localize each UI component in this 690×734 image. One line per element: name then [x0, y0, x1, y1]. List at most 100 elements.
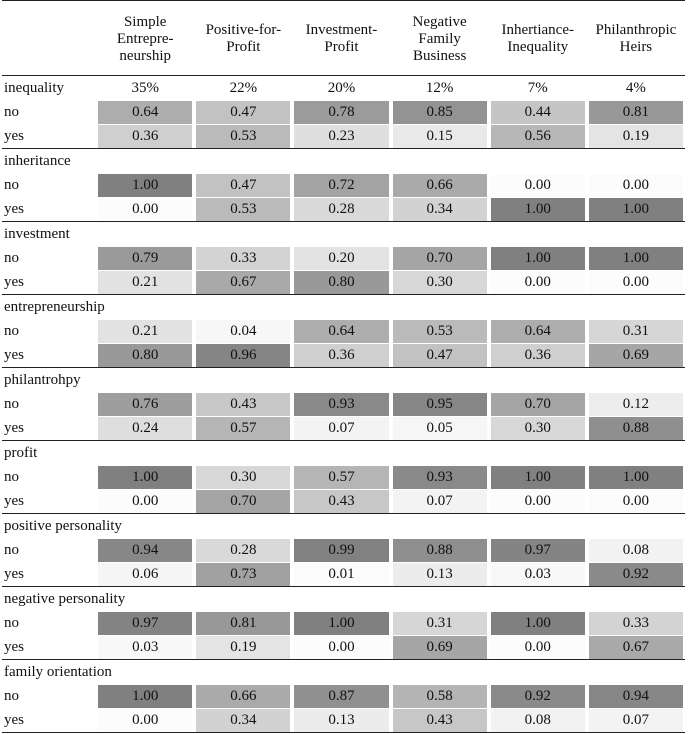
probability-value: 0.34: [392, 197, 487, 221]
probability-cell: 0.19: [587, 124, 685, 149]
probability-value: 0.00: [98, 489, 193, 513]
probability-cell: 0.87: [292, 684, 390, 708]
probability-cell: 0.80: [292, 270, 390, 295]
variable-name: family orientation: [4, 663, 112, 680]
probability-cell: 0.80: [96, 343, 194, 368]
empty-cell: [587, 514, 685, 539]
class-share: 4%: [625, 79, 646, 96]
column-header: Simple Entrepre-neurship: [96, 1, 194, 76]
empty-cell: [96, 295, 194, 320]
probability-value: 0.56: [490, 124, 585, 148]
class-share: 7%: [527, 79, 548, 96]
empty-cell: [391, 587, 489, 612]
probability-cell: 0.00: [587, 173, 685, 197]
column-header-line: Family: [418, 30, 461, 47]
probability-cell: 0.92: [587, 562, 685, 587]
probability-cell: 0.70: [489, 392, 587, 416]
probability-value: 0.70: [392, 246, 487, 270]
row-label: no: [4, 395, 19, 412]
probability-value: 0.24: [98, 416, 193, 440]
probability-cell: 0.23: [292, 124, 390, 149]
probability-cell: 0.57: [194, 416, 292, 441]
empty-cell: [194, 587, 292, 612]
column-header-line: Positive-for-: [205, 22, 282, 38]
probability-value: 1.00: [294, 611, 389, 635]
probability-value: 0.00: [490, 489, 585, 513]
probability-cell: 0.97: [96, 611, 194, 635]
probability-value: 0.36: [490, 343, 585, 367]
probability-cell: 0.69: [391, 635, 489, 660]
probability-value: 0.00: [588, 489, 683, 513]
probability-cell: 0.07: [587, 708, 685, 733]
class-share: 22%: [229, 79, 258, 96]
empty-cell: [194, 660, 292, 685]
row-label: no: [4, 541, 19, 558]
probability-value: 0.57: [196, 416, 291, 440]
row-label: yes: [4, 273, 24, 290]
probability-value: 0.12: [588, 392, 683, 416]
class-share: 35%: [131, 79, 159, 96]
column-header-line: Negative: [412, 13, 467, 30]
probability-value: 0.20: [294, 246, 389, 270]
variable-row: entrepreneurship: [2, 294, 685, 320]
probability-value: 0.53: [196, 124, 291, 148]
variable-name: positive personality: [4, 517, 122, 534]
column-header-line: Philanthropic: [595, 22, 677, 38]
variable-row: positive personality: [2, 513, 685, 539]
probability-value: 0.67: [196, 270, 291, 294]
variable-row: negative personality: [2, 586, 685, 612]
probability-cell: 0.00: [489, 270, 587, 295]
row-label: no: [4, 322, 19, 339]
probability-value: 0.28: [196, 538, 291, 562]
probability-value: 0.34: [196, 708, 291, 732]
probability-cell: 0.99: [292, 538, 390, 562]
empty-cell: [391, 660, 489, 685]
probability-cell: 0.72: [292, 173, 390, 197]
probability-value: 0.28: [294, 197, 389, 221]
empty-cell: [391, 149, 489, 174]
probability-cell: 0.56: [489, 124, 587, 149]
probability-cell: 0.66: [194, 684, 292, 708]
probability-cell: 0.44: [489, 100, 587, 124]
probability-cell: 0.66: [391, 173, 489, 197]
table-row: yes 0.00 0.53 0.28 0.34 1.00 1.00: [2, 197, 685, 222]
probability-cell: 0.00: [489, 635, 587, 660]
probability-value: 0.70: [490, 392, 585, 416]
probability-cell: 0.00: [96, 708, 194, 733]
probability-value: 0.93: [294, 392, 389, 416]
empty-cell: [587, 660, 685, 685]
probability-value: 0.72: [294, 173, 389, 197]
probability-cell: 0.47: [194, 100, 292, 124]
empty-cell: [292, 368, 390, 393]
probability-value: 0.97: [490, 538, 585, 562]
empty-cell: [489, 222, 587, 247]
probability-cell: 0.21: [96, 270, 194, 295]
probability-cell: 0.01: [292, 562, 390, 587]
column-header-line: Entrepre-: [116, 30, 174, 47]
probability-value: 0.92: [490, 684, 585, 708]
probability-value: 0.47: [196, 100, 291, 124]
probability-cell: 0.43: [391, 708, 489, 733]
probability-value: 0.96: [196, 343, 291, 367]
column-header-line: neurship: [119, 47, 172, 64]
probability-value: 1.00: [588, 197, 683, 221]
probability-cell: 1.00: [96, 684, 194, 708]
probability-value: 0.88: [392, 538, 487, 562]
empty-cell: [587, 441, 685, 466]
table-row: yes 0.00 0.34 0.13 0.43 0.08 0.07: [2, 708, 685, 733]
row-label: yes: [4, 711, 24, 728]
variable-name: inequality: [4, 79, 64, 96]
probability-value: 0.06: [98, 562, 193, 586]
probability-cell: 0.31: [587, 319, 685, 343]
probability-cell: 0.96: [194, 343, 292, 368]
column-header-line: Simple: [123, 13, 167, 30]
variable-name: philantrohpy: [4, 371, 81, 388]
probability-cell: 0.00: [489, 173, 587, 197]
probability-value: 0.00: [490, 635, 585, 659]
empty-cell: [391, 295, 489, 320]
empty-cell: [489, 149, 587, 174]
probability-cell: 0.07: [391, 489, 489, 514]
variable-row: investment: [2, 221, 685, 247]
probability-cell: 0.95: [391, 392, 489, 416]
probability-cell: 0.78: [292, 100, 390, 124]
